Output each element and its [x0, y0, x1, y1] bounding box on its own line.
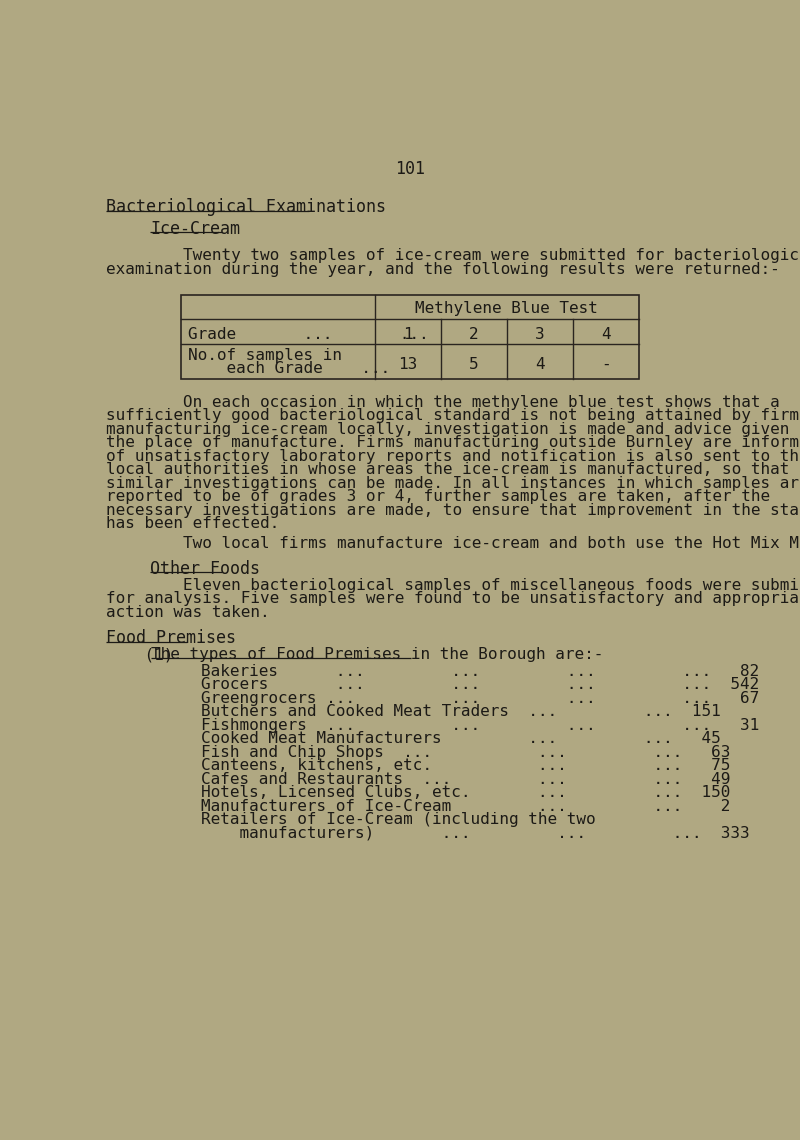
Text: the place of manufacture. Firms manufacturing outside Burnley are informed: the place of manufacture. Firms manufact…	[106, 435, 800, 450]
Text: necessary investigations are made, to ensure that improvement in the standard: necessary investigations are made, to en…	[106, 503, 800, 518]
Text: -: -	[601, 357, 610, 373]
Text: Hotels, Licensed Clubs, etc.       ...         ...  150: Hotels, Licensed Clubs, etc. ... ... 150	[201, 785, 730, 800]
Text: Retailers of Ice-Cream (including the two: Retailers of Ice-Cream (including the tw…	[201, 812, 595, 828]
Text: Ice-Cream: Ice-Cream	[150, 220, 240, 238]
Text: 4: 4	[601, 327, 610, 342]
Text: 1: 1	[403, 327, 413, 342]
Text: Methylene Blue Test: Methylene Blue Test	[415, 301, 598, 316]
Text: Food Premises: Food Premises	[106, 629, 236, 648]
Text: similar investigations can be made. In all instances in which samples are: similar investigations can be made. In a…	[106, 475, 800, 490]
Text: 3: 3	[535, 327, 545, 342]
Text: examination during the year, and the following results were returned:-: examination during the year, and the fol…	[106, 262, 780, 277]
Text: Two local firms manufacture ice-cream and both use the Hot Mix Method.: Two local firms manufacture ice-cream an…	[106, 536, 800, 551]
Text: 13: 13	[398, 357, 418, 373]
Text: Bakeries      ...         ...         ...         ...   82: Bakeries ... ... ... ... 82	[201, 663, 759, 678]
Text: Grocers       ...         ...         ...         ...  542: Grocers ... ... ... ... 542	[201, 677, 759, 692]
Text: 101: 101	[395, 160, 425, 178]
Text: sufficiently good bacteriological standard is not being attained by firms: sufficiently good bacteriological standa…	[106, 408, 800, 423]
Text: Manufacturers of Ice-Cream         ...         ...    2: Manufacturers of Ice-Cream ... ... 2	[201, 799, 730, 814]
Text: On each occasion in which the methylene blue test shows that a: On each occasion in which the methylene …	[106, 394, 780, 409]
Text: Greengrocers ...          ...         ...         ...   67: Greengrocers ... ... ... ... 67	[201, 691, 759, 706]
Text: Other Foods: Other Foods	[150, 560, 260, 578]
Text: Fish and Chip Shops  ...           ...         ...   63: Fish and Chip Shops ... ... ... 63	[201, 744, 730, 759]
Text: Canteens, kitchens, etc.           ...         ...   75: Canteens, kitchens, etc. ... ... 75	[201, 758, 730, 773]
Text: for analysis. Five samples were found to be unsatisfactory and appropriate: for analysis. Five samples were found to…	[106, 592, 800, 606]
Text: manufacturing ice-cream locally, investigation is made and advice given at: manufacturing ice-cream locally, investi…	[106, 422, 800, 437]
Text: of unsatisfactory laboratory reports and notification is also sent to the: of unsatisfactory laboratory reports and…	[106, 449, 800, 464]
Text: 4: 4	[535, 357, 545, 373]
Text: 5: 5	[469, 357, 478, 373]
Text: has been effected.: has been effected.	[106, 516, 279, 531]
Text: (1): (1)	[106, 648, 183, 662]
Text: Cooked Meat Manufacturers         ...         ...   45: Cooked Meat Manufacturers ... ... 45	[201, 731, 721, 747]
Text: local authorities in whose areas the ice-cream is manufactured, so that: local authorities in whose areas the ice…	[106, 462, 790, 478]
Text: 2: 2	[469, 327, 478, 342]
Text: Eleven bacteriological samples of miscellaneous foods were submitted: Eleven bacteriological samples of miscel…	[106, 578, 800, 593]
Text: Fishmongers  ...          ...         ...         ...   31: Fishmongers ... ... ... ... 31	[201, 718, 759, 733]
Text: Bacteriological Examinations: Bacteriological Examinations	[106, 198, 386, 217]
Text: No.of samples in: No.of samples in	[187, 348, 342, 363]
Bar	[182, 294, 638, 380]
Text: Twenty two samples of ice-cream were submitted for bacteriological: Twenty two samples of ice-cream were sub…	[106, 249, 800, 263]
Text: Grade       ...       ...: Grade ... ...	[187, 327, 428, 342]
Text: Butchers and Cooked Meat Traders  ...         ...  151: Butchers and Cooked Meat Traders ... ...…	[201, 705, 721, 719]
Text: action was taken.: action was taken.	[106, 605, 270, 620]
Text: manufacturers)       ...         ...         ...  333: manufacturers) ... ... ... 333	[201, 825, 750, 840]
Text: Cafes and Restaurants  ...         ...         ...   49: Cafes and Restaurants ... ... ... 49	[201, 772, 730, 787]
Text: The types of Food Premises in the Borough are:-: The types of Food Premises in the Boroug…	[150, 648, 603, 662]
Text: each Grade    ...: each Grade ...	[187, 361, 390, 376]
Text: reported to be of grades 3 or 4, further samples are taken, after the: reported to be of grades 3 or 4, further…	[106, 489, 770, 504]
